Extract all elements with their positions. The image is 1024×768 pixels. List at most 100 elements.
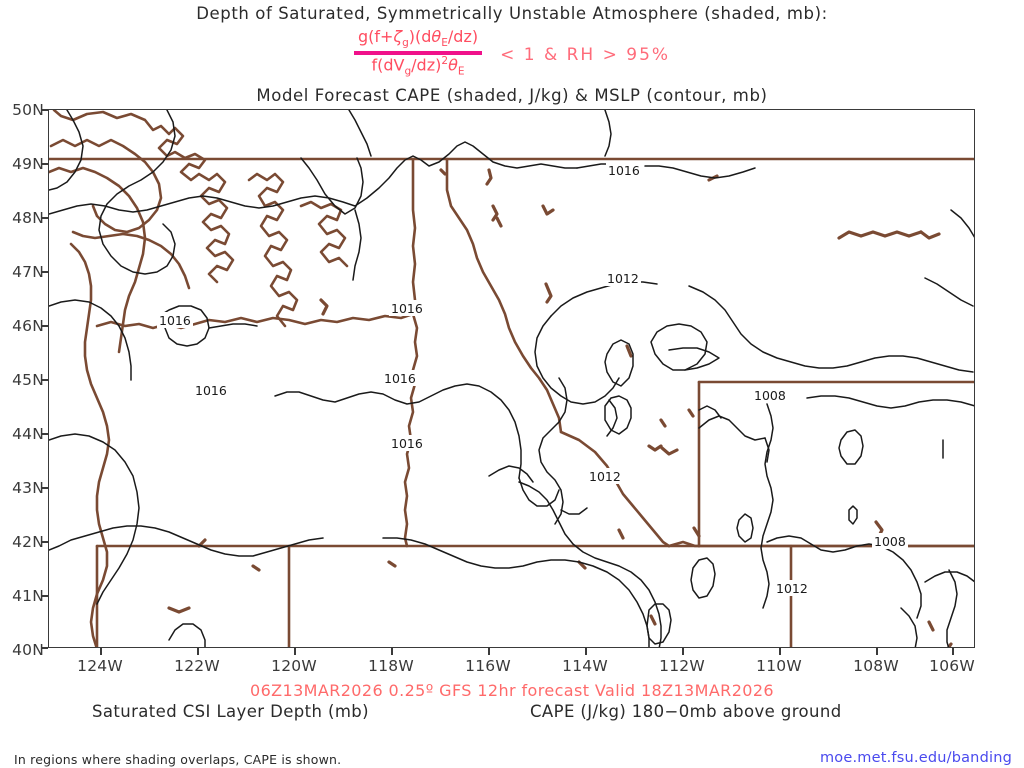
ytick-mark <box>41 379 48 381</box>
ytick-mark <box>41 271 48 273</box>
fraction-bar <box>353 51 483 56</box>
contour-1012-g <box>382 537 650 647</box>
contour-right-d <box>900 607 918 647</box>
ytick-mark <box>41 325 48 327</box>
inland-water-features <box>167 168 953 647</box>
ytick-mark <box>41 109 48 111</box>
ytick-mark <box>41 487 48 489</box>
contour-right-a <box>950 209 974 238</box>
contour-1008-oval1 <box>838 429 864 465</box>
contour-1012-d <box>518 481 662 647</box>
svg-text:1008: 1008 <box>874 534 906 549</box>
contour-small-b <box>646 603 672 645</box>
contour-1016-c <box>300 157 364 215</box>
svg-text:1016: 1016 <box>608 163 640 178</box>
contour-label: 1016 <box>382 370 418 386</box>
contour-1016-m <box>518 477 560 507</box>
xtick-label-110w: 110W <box>756 657 802 675</box>
xtick-label-108w: 108W <box>853 657 899 675</box>
caption-csi-depth: Saturated CSI Layer Depth (mb) <box>92 702 370 721</box>
contour-1016-a <box>49 110 84 191</box>
xtick-label-120w: 120W <box>271 657 317 675</box>
contour-1016-e <box>49 195 356 215</box>
contour-1016-f <box>354 141 578 207</box>
source-website-link[interactable]: moe.met.fsu.edu/banding <box>819 750 1012 766</box>
contour-small-f <box>168 623 206 647</box>
contour-1012-eye3 <box>604 339 634 387</box>
contour-1008-a <box>760 403 774 609</box>
svg-text:1008: 1008 <box>754 388 786 403</box>
contour-1016-n <box>49 433 140 605</box>
contour-1008-b <box>806 395 974 409</box>
xtick-mark <box>779 648 781 655</box>
contour-right-c <box>946 569 958 647</box>
map-canvas: 1016 1016 1016 1016 1016 <box>49 110 974 647</box>
ytick-label-44n: 44N <box>12 425 44 443</box>
xtick-mark <box>294 648 296 655</box>
contour-label: 1016 <box>157 312 193 328</box>
coastline-washington <box>52 110 235 284</box>
ytick-label-42n: 42N <box>12 533 44 551</box>
columbia-river <box>95 312 415 330</box>
ytick-mark <box>41 217 48 219</box>
xtick-label-106w: 106W <box>929 657 975 675</box>
coast-oregon-south <box>69 242 111 647</box>
border-id-mt <box>445 157 563 434</box>
figure-title-primary: Depth of Saturated, Symmetrically Unstab… <box>196 4 828 23</box>
mslp-contour-layer <box>49 110 974 647</box>
contour-label: 1012 <box>605 270 641 286</box>
xtick-mark <box>391 648 393 655</box>
xtick-mark <box>585 648 587 655</box>
ytick-label-45n: 45N <box>12 371 44 389</box>
contour-1016-h <box>644 165 756 179</box>
contour-label: 1012 <box>774 580 810 596</box>
contour-1016-q <box>560 507 588 515</box>
contour-1012-eye4 <box>604 395 632 435</box>
contour-1008-oval2 <box>848 505 858 525</box>
contour-small-d <box>604 110 612 157</box>
xtick-mark <box>100 648 102 655</box>
contour-label: 1016 <box>389 435 425 451</box>
contour-small-a <box>690 557 716 599</box>
contour-1016-d <box>352 209 362 281</box>
ytick-label-48n: 48N <box>12 209 44 227</box>
caption-cape: CAPE (J/kg) 180−0mb above ground <box>530 702 842 721</box>
contour-1008-oval5 <box>924 571 974 583</box>
svg-text:1012: 1012 <box>589 469 621 484</box>
contour-small-c <box>736 513 754 543</box>
ytick-label-40n: 40N <box>12 641 44 659</box>
svg-text:1012: 1012 <box>607 271 639 286</box>
ytick-mark <box>41 433 48 435</box>
contour-1016-o <box>538 377 568 525</box>
ytick-label-50n: 50N <box>12 101 44 119</box>
xtick-label-116w: 116W <box>465 657 511 675</box>
coast-oregon <box>71 230 191 290</box>
map-plot-area[interactable]: 1016 1016 1016 1016 1016 <box>48 109 975 648</box>
contour-1008-c <box>698 415 766 441</box>
border-or-id <box>403 312 419 548</box>
ytick-label-43n: 43N <box>12 479 44 497</box>
xtick-mark <box>197 648 199 655</box>
ytick-label-46n: 46N <box>12 317 44 335</box>
xtick-mark <box>682 648 684 655</box>
xtick-label-122w: 122W <box>174 657 220 675</box>
svg-text:1016: 1016 <box>391 436 423 451</box>
overlap-note: In regions where shading overlaps, CAPE … <box>14 752 342 767</box>
xtick-mark <box>488 648 490 655</box>
ytick-mark <box>41 647 48 649</box>
contour-1012-f <box>49 525 324 557</box>
contour-1012-e <box>488 465 534 483</box>
svg-text:1016: 1016 <box>391 301 423 316</box>
contour-label: 1016 <box>389 300 425 316</box>
figure-title-secondary: Model Forecast CAPE (shaded, J/kg) & MSL… <box>256 86 768 105</box>
contour-1016-j <box>208 323 258 329</box>
contour-label: 1008 <box>872 533 908 549</box>
ytick-label-49n: 49N <box>12 155 44 173</box>
contour-label: 1016 <box>193 382 229 398</box>
contour-small-e <box>348 110 372 157</box>
svg-text:1016: 1016 <box>159 313 191 328</box>
xtick-label-118w: 118W <box>368 657 414 675</box>
border-mt-wy <box>559 430 671 548</box>
criterion-fraction: g(f+ζg)(dθE/dz) f(dVg/dz)2θE <box>353 28 483 78</box>
